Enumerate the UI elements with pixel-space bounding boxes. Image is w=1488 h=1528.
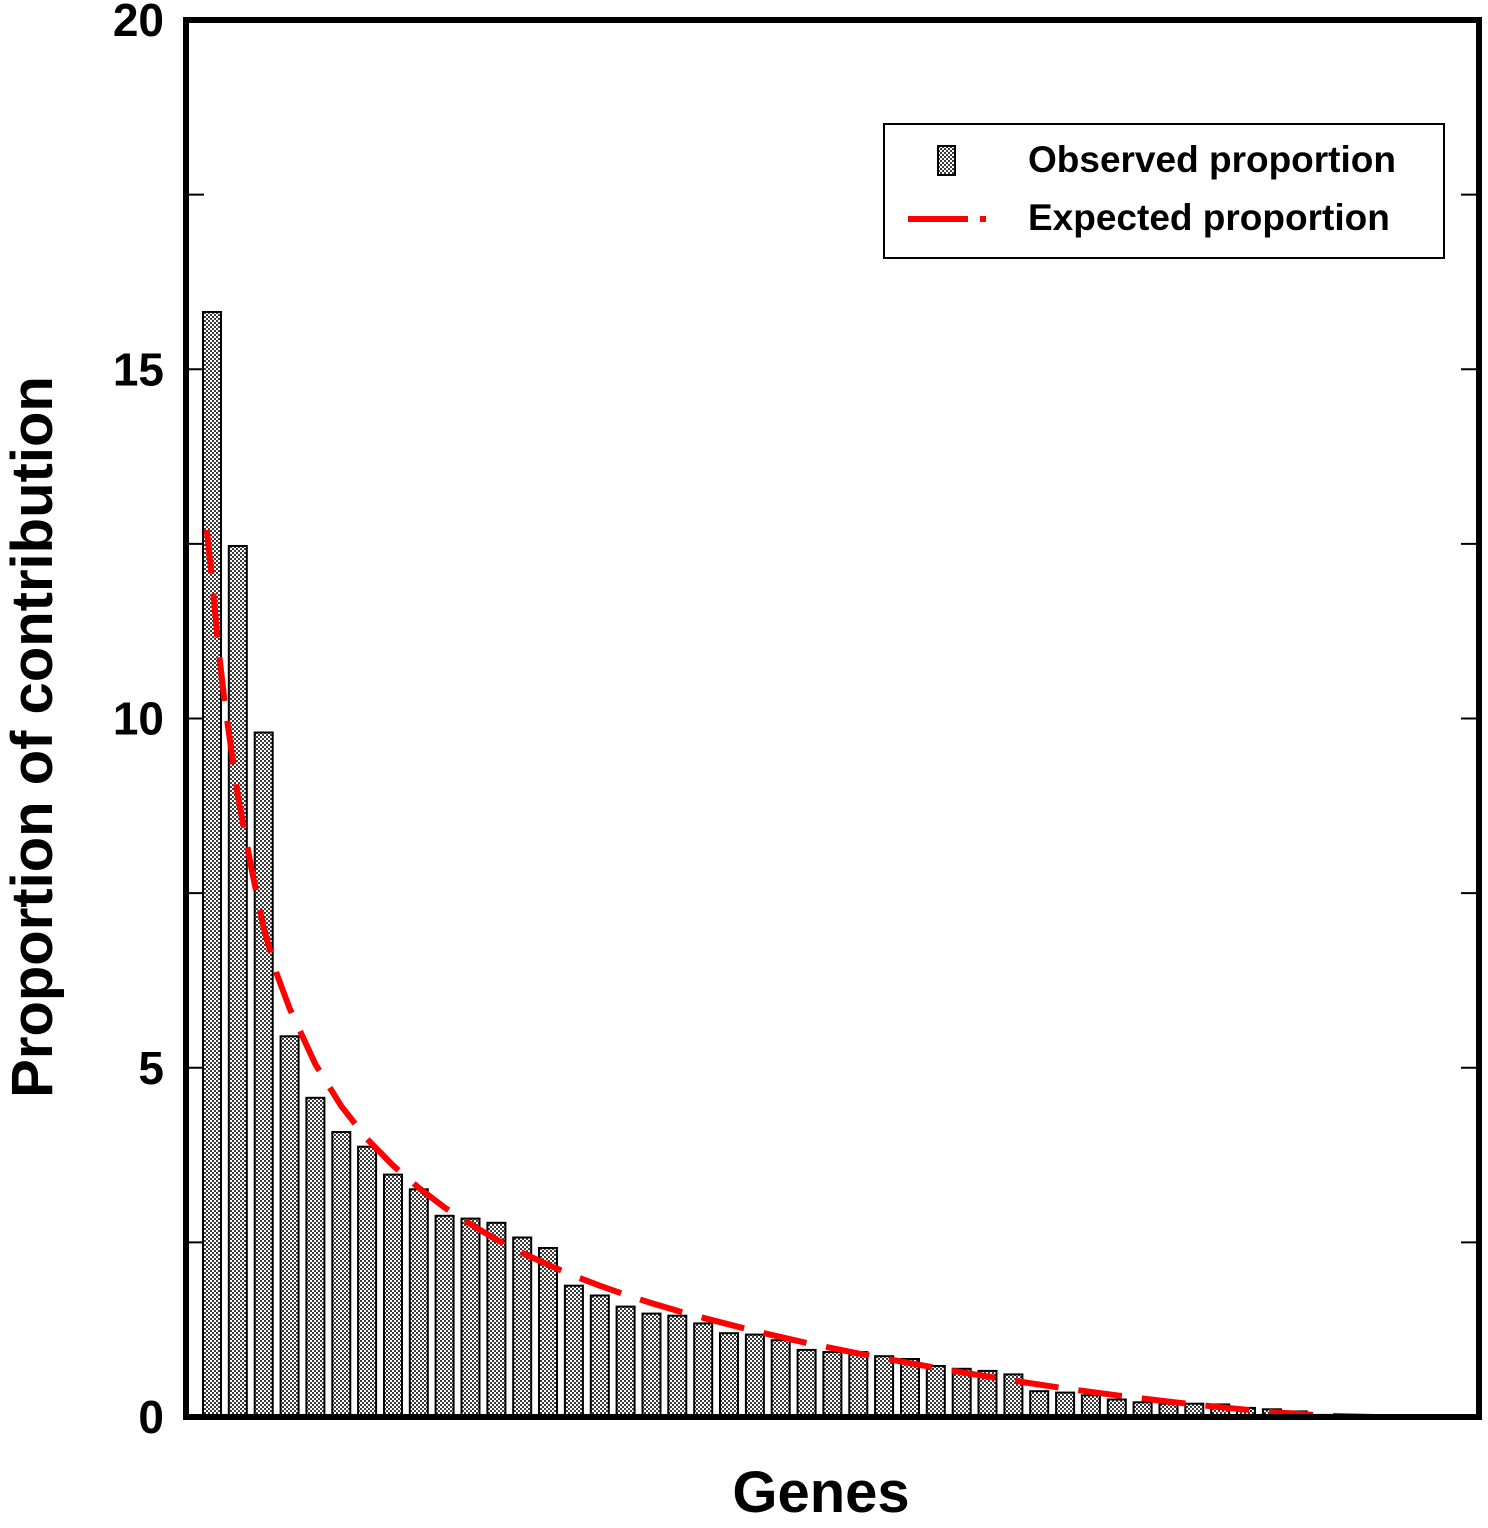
bar [770,1339,791,1418]
bar [1055,1391,1076,1418]
bar [874,1355,895,1418]
bar [719,1332,739,1418]
x-axis-title: Genes [732,1460,909,1525]
bars-group [202,311,1386,1419]
bar [848,1351,869,1418]
bar [744,1333,765,1418]
y-tick-label: 10 [113,693,164,745]
bar [434,1214,455,1419]
bar [796,1348,817,1419]
y-tick-label: 15 [113,343,164,395]
bar [202,311,222,1418]
bar [460,1217,481,1418]
bar [512,1236,533,1418]
y-axis-title: Proportion of contribution [0,376,65,1098]
bar [822,1351,843,1418]
bar [357,1145,378,1418]
bar [641,1312,662,1418]
bar [331,1131,352,1418]
plot-frame [183,17,1482,1420]
y-tick-label: 5 [138,1042,164,1094]
bar [615,1305,636,1418]
legend-observed-swatch [937,145,956,176]
bar [563,1284,584,1418]
bar [279,1035,300,1419]
bar [305,1096,326,1419]
bar [538,1247,558,1418]
bar [925,1365,946,1418]
bar [900,1358,920,1418]
bar [486,1221,507,1419]
bar [693,1322,714,1419]
plot-area [183,17,1482,1420]
y-tick-label: 0 [138,1391,164,1443]
legend-expected-label: Expected proportion [1028,197,1390,238]
bar [227,545,248,1418]
expected-proportion-line [203,529,1396,1417]
bar [253,731,274,1418]
legend-observed-label: Observed proportion [1028,139,1396,180]
bar [383,1173,403,1418]
bar [589,1294,610,1418]
legend: Observed proportion Expected proportion [883,123,1445,259]
legend-box [883,123,1445,259]
bar [667,1314,688,1418]
bar [1080,1394,1101,1419]
y-tick-label: 20 [113,0,164,46]
bar [1029,1390,1050,1418]
bar [408,1188,429,1419]
y-tick-labels: 0 5 10 15 20 [113,0,164,1443]
